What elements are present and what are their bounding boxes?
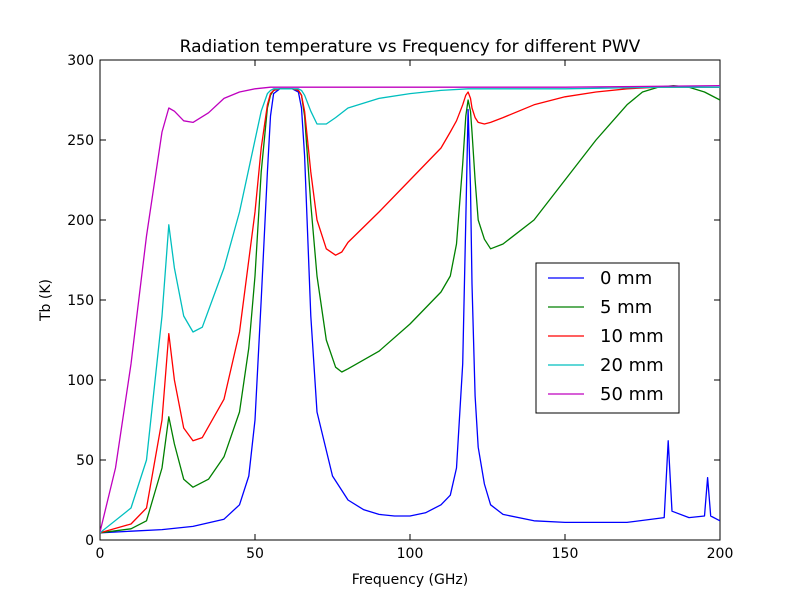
legend-label-4: 50 mm [600, 384, 664, 405]
series-line-1 [100, 84, 720, 534]
tick-layer: 0 50 100 150 200 0 50 100 150 200 250 300 [67, 53, 733, 562]
legend-label-2: 10 mm [600, 326, 664, 347]
legend-box [535, 262, 680, 414]
x-axis-label: Frequency (GHz) [352, 572, 468, 588]
y-tick-label: 50 [76, 453, 94, 469]
y-tick-label: 100 [67, 373, 94, 389]
series-line-3 [100, 86, 720, 534]
legend-label-1: 5 mm [600, 297, 652, 318]
chart-title: Radiation temperature vs Frequency for d… [180, 37, 641, 57]
series-line-2 [100, 86, 720, 534]
y-tick-label: 150 [67, 293, 94, 309]
x-tick-label: 150 [552, 546, 579, 562]
series-layer [100, 84, 720, 534]
x-tick-label: 100 [397, 546, 424, 562]
series-line-4 [100, 84, 720, 533]
series-line-0 [100, 88, 720, 534]
y-tick-label: 250 [67, 133, 94, 149]
y-tick-label: 0 [85, 533, 94, 549]
x-tick-label: 0 [96, 546, 105, 562]
x-tick-label: 200 [707, 546, 734, 562]
y-axis-label: Tb (K) [38, 279, 54, 322]
legend-label-0: 0 mm [600, 268, 652, 289]
legend-label-3: 20 mm [600, 355, 664, 376]
x-tick-label: 50 [246, 546, 264, 562]
y-tick-label: 300 [67, 53, 94, 69]
legend: 0 mm 5 mm 10 mm 20 mm 50 mm [535, 262, 680, 414]
y-tick-label: 200 [67, 213, 94, 229]
